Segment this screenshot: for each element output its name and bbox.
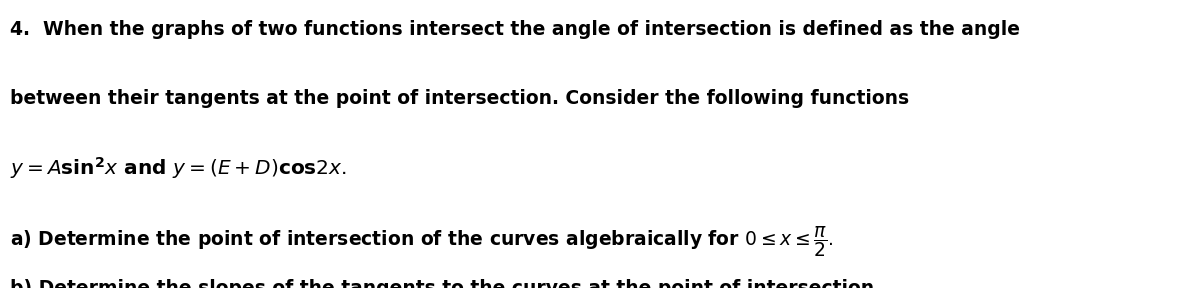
Text: $\mathbf{\mathit{y}} = \mathbf{\mathit{A}}\mathbf{sin}^{\mathbf{2}}\mathbf{\math: $\mathbf{\mathit{y}} = \mathbf{\mathit{A… bbox=[10, 156, 347, 181]
Text: a) Determine the point of intersection of the curves algebraically for $0 \leq x: a) Determine the point of intersection o… bbox=[10, 225, 834, 259]
Text: 4.  When the graphs of two functions intersect the angle of intersection is defi: 4. When the graphs of two functions inte… bbox=[10, 20, 1020, 39]
Text: between their tangents at the point of intersection. Consider the following func: between their tangents at the point of i… bbox=[10, 89, 908, 108]
Text: b) Determine the slopes of the tangents to the curves at the point of intersecti: b) Determine the slopes of the tangents … bbox=[10, 279, 881, 288]
